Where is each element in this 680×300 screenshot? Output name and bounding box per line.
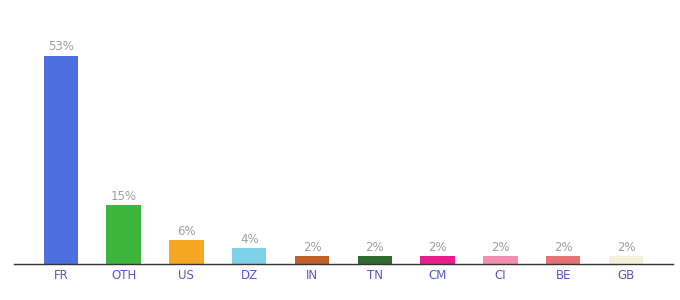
Text: 15%: 15% [111,190,137,203]
Bar [232,248,267,264]
Text: 4%: 4% [240,233,258,246]
Bar [609,256,643,264]
Bar [546,256,581,264]
Bar [44,56,78,264]
Bar [294,256,329,264]
Text: 2%: 2% [365,241,384,254]
Bar [169,240,204,264]
Text: 2%: 2% [303,241,322,254]
Text: 2%: 2% [617,241,635,254]
Text: 2%: 2% [428,241,447,254]
Bar [358,256,392,264]
Bar [483,256,517,264]
Text: 53%: 53% [48,40,74,53]
Bar [106,205,141,264]
Text: 6%: 6% [177,225,196,238]
Text: 2%: 2% [554,241,573,254]
Bar [420,256,455,264]
Text: 2%: 2% [491,241,510,254]
